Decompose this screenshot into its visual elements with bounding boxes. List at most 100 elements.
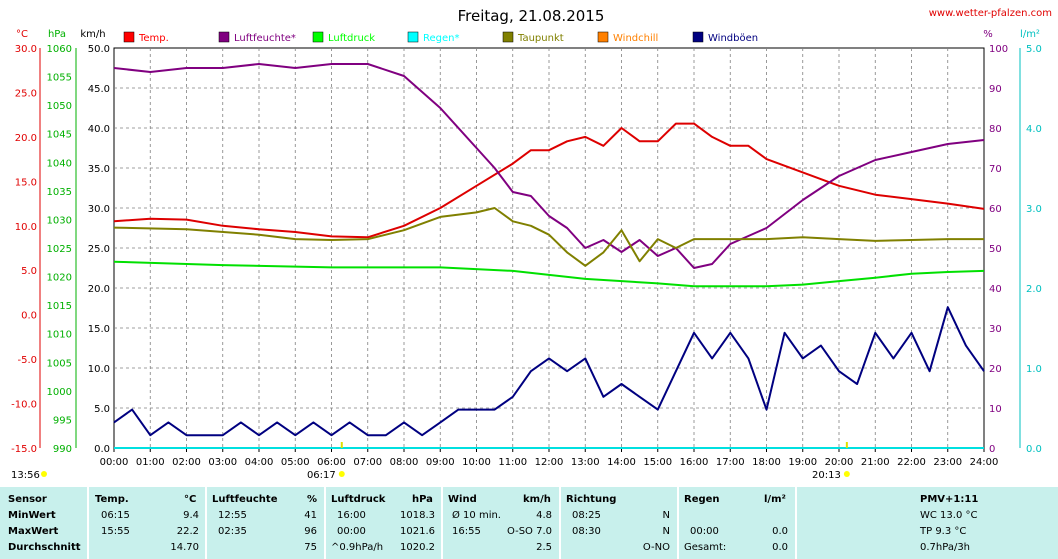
legend-swatch <box>692 31 704 43</box>
sunrise-label: 06:17 <box>307 470 336 481</box>
x-tick-label: 01:00 <box>136 457 165 468</box>
temp-tick-label: 30.0 <box>15 44 37 55</box>
current-time-icon <box>41 471 47 477</box>
x-tick-label: 09:00 <box>426 457 455 468</box>
temp-value: 14.70 <box>170 542 199 553</box>
temp-tick-label: -5.0 <box>17 355 37 366</box>
dir-value: O-NO <box>642 542 670 553</box>
press-time: 16:00 <box>337 510 366 521</box>
x-tick-label: 06:00 <box>317 457 346 468</box>
temp-time: 15:55 <box>101 526 130 537</box>
pressure-tick-label: 1035 <box>47 187 72 198</box>
legend-swatch <box>123 31 135 43</box>
row-label: MaxWert <box>8 526 59 537</box>
x-tick-label: 18:00 <box>752 457 781 468</box>
current-time-label: 13:56 <box>11 470 40 481</box>
sunset-icon <box>843 471 850 477</box>
sunrise-icon <box>338 471 345 477</box>
wind-value: O-SO 7.0 <box>506 526 552 537</box>
x-tick-label: 17:00 <box>716 457 745 468</box>
wind-tick-label: 25.0 <box>88 244 110 255</box>
pressure-tick-label: 1000 <box>47 387 72 398</box>
humidity-tick-label: 50 <box>989 244 1002 255</box>
x-tick-label: 20:00 <box>825 457 854 468</box>
humidity-axis-unit: % <box>983 29 993 40</box>
extra-value: TP 9.3 °C <box>920 526 967 537</box>
x-tick-label: 22:00 <box>897 457 926 468</box>
x-tick-label: 23:00 <box>933 457 962 468</box>
wind-tick-label: 15.0 <box>88 324 110 335</box>
pressure-tick-label: 1025 <box>47 244 72 255</box>
pressure-tick-label: 1050 <box>47 101 72 112</box>
humidity-tick-label: 30 <box>989 324 1002 335</box>
x-tick-label: 15:00 <box>643 457 672 468</box>
temp-time: 06:15 <box>101 510 130 521</box>
extra-value: 0.7hPa/3h <box>920 542 971 553</box>
legend-label: Temp. <box>138 33 169 44</box>
dir-time: 08:25 <box>572 510 601 521</box>
pressure-tick-label: 1045 <box>47 130 72 141</box>
hdr-rain: Regen <box>684 494 720 505</box>
chart-title: Freitag, 21.08.2015 <box>458 7 605 25</box>
pressure-tick-label: 1010 <box>47 330 72 341</box>
hdr-humidity: Luftfeuchte <box>212 494 278 505</box>
humidity-tick-label: 100 <box>989 44 1008 55</box>
temp-tick-label: 25.0 <box>15 88 37 99</box>
hdr-temp: Temp. <box>95 494 129 505</box>
wind-label: 16:55 <box>452 526 481 537</box>
x-tick-label: 02:00 <box>172 457 201 468</box>
hdr-temp-unit: °C <box>184 494 197 505</box>
humidity-tick-label: 10 <box>989 404 1002 415</box>
temp-tick-label: 10.0 <box>15 222 37 233</box>
wind-tick-label: 0.0 <box>94 444 110 455</box>
wind-value: 2.5 <box>536 542 552 553</box>
pressure-tick-label: 1005 <box>47 358 72 369</box>
humidity-tick-label: 60 <box>989 204 1002 215</box>
hdr-wind-unit: km/h <box>523 494 551 505</box>
pressure-tick-label: 1020 <box>47 273 72 284</box>
pressure-tick-label: 1040 <box>47 158 72 169</box>
hdr-pmv: PMV+1:11 <box>920 494 979 505</box>
pressure-tick-label: 1055 <box>47 73 72 84</box>
press-value: 1020.2 <box>400 542 435 553</box>
temp-tick-label: 20.0 <box>15 133 37 144</box>
humidity-tick-label: 0 <box>989 444 995 455</box>
rain-value: 0.0 <box>772 542 788 553</box>
row-label: MinWert <box>8 510 56 521</box>
series-line-luftfeuchte <box>113 63 985 269</box>
hdr-direction: Richtung <box>566 494 617 505</box>
temp-axis-unit: °C <box>16 29 28 40</box>
legend-label: Windböen <box>708 33 758 44</box>
hdr-rain-unit: l/m² <box>764 494 786 505</box>
temp-value: 9.4 <box>183 510 199 521</box>
series-line-windben <box>113 306 985 437</box>
hdr-pressure: Luftdruck <box>331 494 386 505</box>
legend-swatch <box>312 31 324 43</box>
x-tick-label: 12:00 <box>535 457 564 468</box>
hum-time: 02:35 <box>218 526 247 537</box>
legend-label: Luftdruck <box>328 33 375 44</box>
hdr-humidity-unit: % <box>307 494 318 505</box>
legend-swatch <box>597 31 609 43</box>
wind-axis-unit: km/h <box>80 29 105 40</box>
x-tick-label: 05:00 <box>281 457 310 468</box>
x-tick-label: 11:00 <box>498 457 527 468</box>
hum-value: 96 <box>304 526 317 537</box>
hdr-sensor: Sensor <box>8 494 47 505</box>
rain-time: 00:00 <box>690 526 719 537</box>
press-trend: ^0.9hPa/h <box>331 542 384 553</box>
x-tick-label: 24:00 <box>970 457 999 468</box>
x-tick-label: 03:00 <box>208 457 237 468</box>
temp-tick-label: -10.0 <box>11 400 37 411</box>
press-value: 1018.3 <box>400 510 435 521</box>
legend-swatch <box>407 31 419 43</box>
wind-label: Ø 10 min. <box>452 510 501 521</box>
hum-value: 75 <box>304 542 317 553</box>
x-tick-label: 10:00 <box>462 457 491 468</box>
weather-chart: Freitag, 21.08.2015 www.wetter-pfalzen.co… <box>11 7 1052 481</box>
temp-tick-label: -15.0 <box>11 444 37 455</box>
pressure-tick-label: 1015 <box>47 301 72 312</box>
x-tick-label: 14:00 <box>607 457 636 468</box>
x-tick-label: 21:00 <box>861 457 890 468</box>
legend-swatch <box>218 31 230 43</box>
